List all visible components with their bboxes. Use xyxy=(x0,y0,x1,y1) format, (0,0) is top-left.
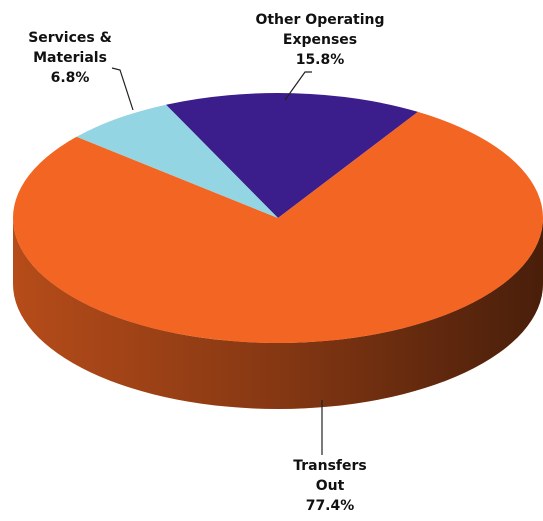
slice-shade xyxy=(13,218,543,409)
leader-line xyxy=(111,67,134,111)
category-label: Transfers Out xyxy=(293,458,367,494)
value-label: 6.8% xyxy=(50,70,90,86)
category-label: Services & Materials xyxy=(28,30,112,66)
slice xyxy=(76,104,278,218)
slice-label: Services & Materials 6.8% xyxy=(15,28,125,88)
slice-label: Other Operating Expenses 15.8% xyxy=(255,10,385,70)
value-label: 15.8% xyxy=(295,52,345,68)
slice xyxy=(12,111,543,343)
value-label: 77.4% xyxy=(305,498,355,514)
leader-line xyxy=(284,71,312,101)
slice xyxy=(166,93,418,218)
category-label: Other Operating Expenses xyxy=(255,12,385,48)
slice-label: Transfers Out 77.4% xyxy=(255,456,405,516)
